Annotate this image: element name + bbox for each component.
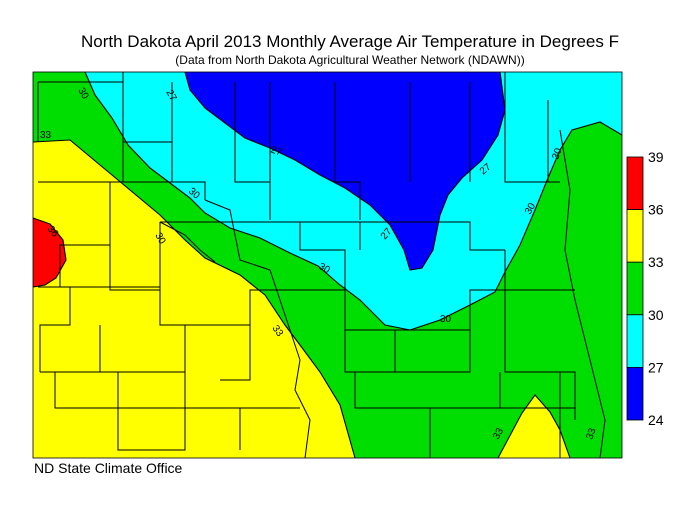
- contour-label: 30: [317, 261, 333, 276]
- contour-label: 30: [75, 86, 90, 102]
- legend-tick-label: 27: [648, 359, 664, 375]
- legend-swatch: [626, 261, 644, 316]
- legend-colorbar: 24 27 30 33 36 39: [626, 149, 664, 428]
- contour-33: [32, 139, 356, 459]
- contour-label: 33: [40, 130, 52, 141]
- band-33-36-southeast: [498, 395, 570, 458]
- legend-tick-label: 36: [648, 202, 664, 218]
- legend-tick-label: 24: [648, 412, 664, 428]
- contour-36: [32, 217, 67, 288]
- contour-label: 27: [269, 144, 284, 158]
- contour-label: 30: [440, 314, 452, 325]
- contour-33-southeast: [497, 394, 571, 459]
- legend-swatch: [626, 209, 644, 263]
- legend-swatch: [626, 156, 644, 210]
- contour-label: 33: [491, 426, 506, 442]
- band-24-27: [185, 72, 505, 270]
- map-subtitle: (Data from North Dakota Agricultural Wea…: [175, 53, 525, 67]
- credit-footer: ND State Climate Office: [34, 460, 183, 476]
- map-title: North Dakota April 2013 Monthly Average …: [81, 32, 619, 51]
- band-33-36: [33, 140, 355, 458]
- band-36-39: [33, 218, 66, 287]
- legend-tick-label: 33: [648, 254, 664, 270]
- county-boundaries: [37, 72, 606, 459]
- legend-swatch: [626, 366, 644, 421]
- contour-label: 27: [163, 88, 178, 104]
- legend-swatch: [626, 314, 644, 368]
- contour-label: 30: [550, 146, 564, 161]
- contour-30: [84, 71, 623, 331]
- contour-label: 33: [584, 426, 598, 441]
- contour-label: 30: [523, 201, 538, 217]
- legend-tick-label: 39: [648, 149, 664, 165]
- map-frame: [32, 71, 623, 459]
- legend-tick-label: 30: [648, 307, 664, 323]
- contour-label: 30: [152, 231, 167, 247]
